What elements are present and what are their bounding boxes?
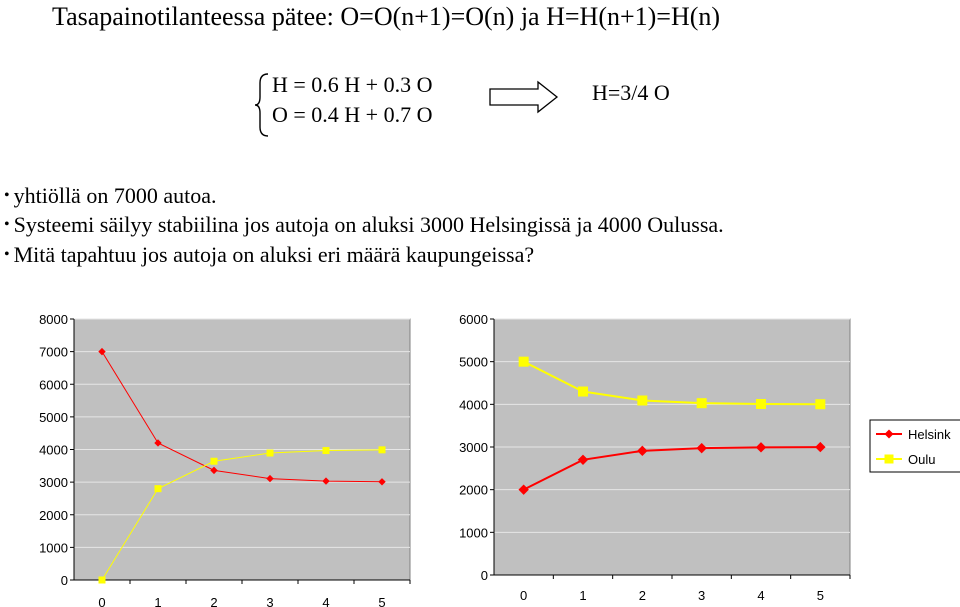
y-tick-label: 6000 xyxy=(39,377,68,392)
x-tick-label: 2 xyxy=(210,595,217,607)
data-point-oulu xyxy=(210,457,218,465)
data-point-helsinki xyxy=(378,478,386,486)
data-point-helsinki xyxy=(637,445,648,457)
data-point-oulu xyxy=(154,485,162,493)
series-line-helsinki xyxy=(101,351,383,483)
equilibrium-result: H=3/4 O xyxy=(592,80,670,105)
data-point-oulu xyxy=(322,447,330,455)
bullet-item: • yhtiöllä on 7000 autoa. xyxy=(4,183,216,209)
data-point-helsinki xyxy=(210,466,218,475)
data-point-oulu xyxy=(696,398,707,409)
data-point-oulu xyxy=(578,386,588,397)
series-line-oulu xyxy=(523,360,821,406)
y-tick-label: 6000 xyxy=(459,312,488,327)
data-point-helsinki xyxy=(322,477,330,485)
equation-o: O = 0.4 H + 0.7 O xyxy=(272,102,433,127)
equation-h: H = 0.6 H + 0.3 O xyxy=(272,72,433,97)
x-tick-label: 1 xyxy=(579,588,586,603)
bullet-item: • Systeemi säilyy stabiilina jos autoja o… xyxy=(4,212,724,238)
x-tick-label: 4 xyxy=(757,588,764,603)
y-tick-label: 1000 xyxy=(459,525,488,540)
x-tick-label: 2 xyxy=(639,588,646,603)
data-point-oulu xyxy=(637,395,648,406)
data-point-oulu xyxy=(518,356,529,367)
y-tick-label: 0 xyxy=(61,573,68,588)
y-tick-label: 8000 xyxy=(39,312,68,327)
legend-marker-icon xyxy=(884,454,894,464)
bullet-icon: • xyxy=(4,246,10,263)
y-tick-label: 2000 xyxy=(39,508,68,523)
x-tick-label: 4 xyxy=(322,595,329,607)
series-line-helsinki xyxy=(523,446,821,491)
implies-arrow-icon xyxy=(489,80,559,114)
y-tick-label: 5000 xyxy=(39,410,68,425)
legend-label-helsinki: Helsink xyxy=(908,427,951,442)
bullet-icon: • xyxy=(4,187,10,204)
equation-brace-icon xyxy=(254,73,269,137)
x-tick-label: 5 xyxy=(378,595,385,607)
data-point-oulu xyxy=(266,449,274,457)
y-tick-label: 4000 xyxy=(459,397,488,412)
x-tick-label: 5 xyxy=(817,588,824,603)
x-tick-label: 0 xyxy=(520,588,527,603)
data-point-helsinki xyxy=(154,439,162,447)
data-point-oulu xyxy=(756,398,766,409)
x-tick-label: 3 xyxy=(698,588,705,603)
y-tick-label: 1000 xyxy=(39,540,68,555)
bullet-icon: • xyxy=(4,216,10,233)
legend-label-oulu: Oulu xyxy=(908,452,935,467)
y-tick-label: 7000 xyxy=(39,345,68,360)
y-tick-label: 2000 xyxy=(459,483,488,498)
data-point-helsinki xyxy=(577,454,589,466)
y-tick-label: 0 xyxy=(481,568,488,583)
bullet-item: • Mitä tapahtuu jos autoja on aluksi eri … xyxy=(4,242,534,268)
data-point-oulu xyxy=(98,576,106,584)
data-point-oulu xyxy=(378,446,386,454)
data-point-helsinki xyxy=(266,474,274,483)
y-tick-label: 4000 xyxy=(39,443,68,458)
data-point-helsinki xyxy=(755,442,767,453)
x-tick-label: 3 xyxy=(266,595,273,607)
y-tick-label: 3000 xyxy=(39,475,68,490)
data-point-helsinki xyxy=(696,442,707,454)
bullet-text: Mitä tapahtuu jos autoja on aluksi eri m… xyxy=(13,242,535,267)
bullet-text: yhtiöllä on 7000 autoa. xyxy=(13,183,217,208)
bullet-text: Systeemi säilyy stabiilina jos autoja on… xyxy=(13,212,724,237)
y-tick-label: 3000 xyxy=(459,440,488,455)
legend-marker-icon xyxy=(884,429,894,439)
y-tick-label: 5000 xyxy=(459,355,488,370)
data-point-helsinki xyxy=(815,441,826,453)
x-tick-label: 0 xyxy=(98,595,105,607)
data-point-oulu xyxy=(815,399,826,410)
series-line-oulu xyxy=(101,449,383,581)
data-point-helsinki xyxy=(518,484,529,495)
x-tick-label: 1 xyxy=(154,595,161,607)
data-point-helsinki xyxy=(98,347,106,356)
slide-title: Tasapainotilanteessa pätee: O=O(n+1)=O(n… xyxy=(52,2,721,31)
